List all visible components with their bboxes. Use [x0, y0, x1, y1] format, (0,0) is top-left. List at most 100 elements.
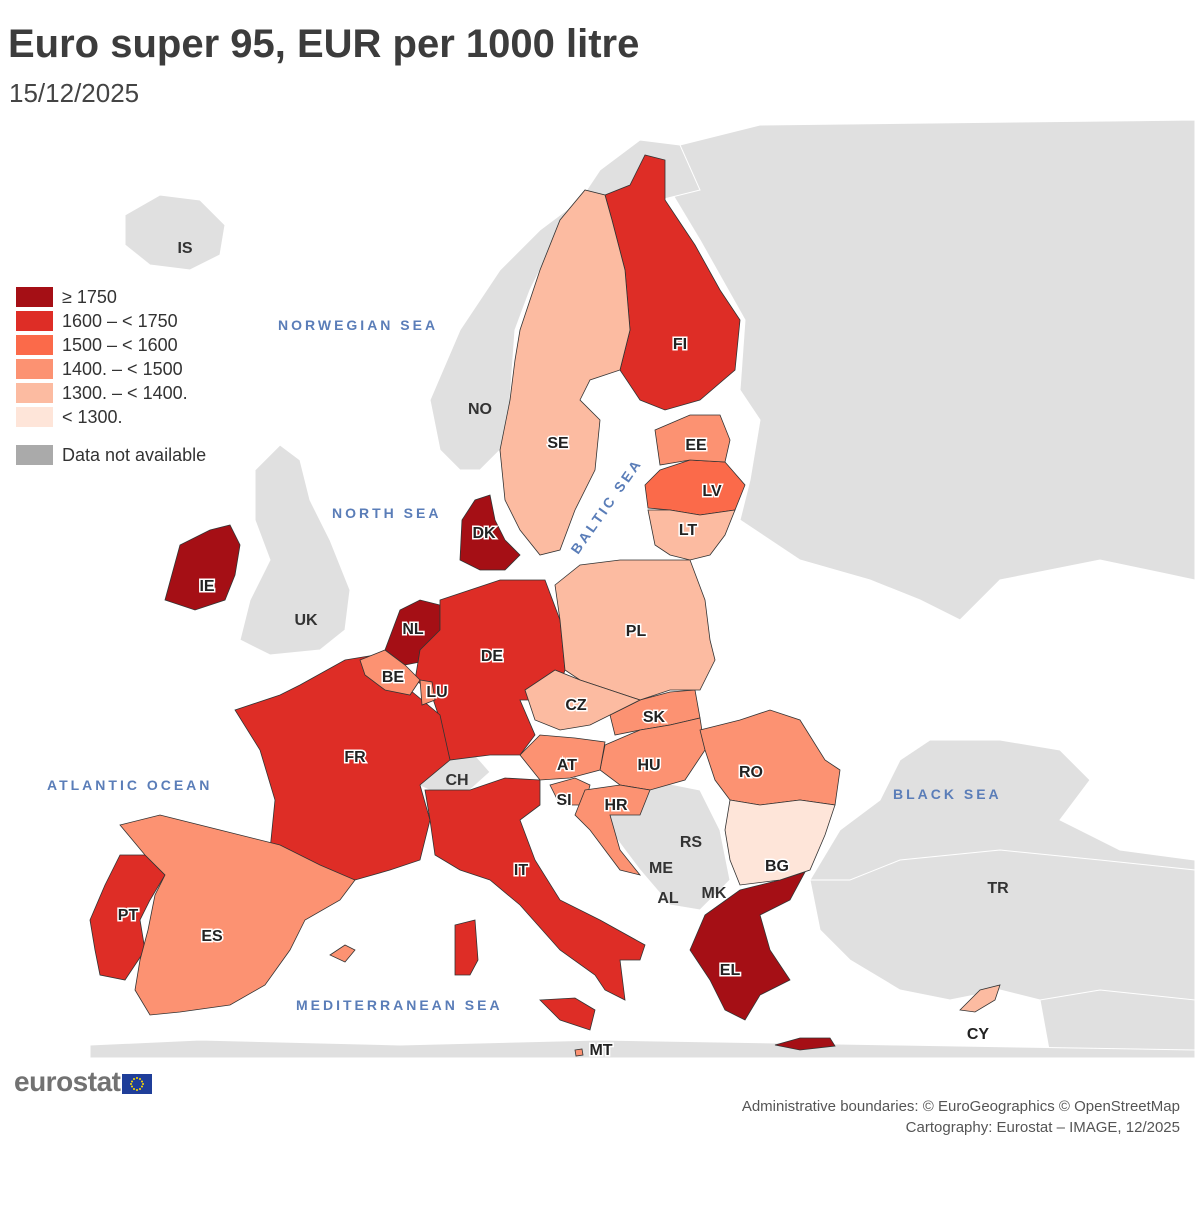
iceland-land — [124, 194, 226, 271]
label-uk: UK — [294, 612, 318, 629]
label-pt: PT — [118, 907, 139, 924]
legend-item-na: Data not available — [16, 443, 206, 467]
label-me: ME — [649, 860, 673, 877]
country-dk — [459, 494, 521, 571]
non-eu-country-labels: IS NO UK CH RS ME AL MK TR — [177, 240, 1009, 907]
label-tr: TR — [987, 880, 1009, 897]
country-bg — [724, 799, 836, 886]
country-at — [519, 734, 606, 781]
legend-swatch — [16, 359, 53, 379]
credits: Administrative boundaries: © EuroGeograp… — [742, 1096, 1180, 1138]
legend-item: < 1300. — [16, 405, 206, 429]
country-hr — [574, 784, 651, 876]
sea-label-mediterranean: MEDITERRANEAN SEA — [296, 997, 503, 1013]
sea-label-atlantic: ATLANTIC OCEAN — [47, 777, 212, 793]
label-hr: HR — [604, 797, 628, 814]
legend-item: 1400. – < 1500 — [16, 357, 206, 381]
country-el — [689, 871, 806, 1021]
country-se — [499, 189, 631, 556]
label-it: IT — [514, 862, 528, 879]
legend-item: 1500 – < 1600 — [16, 333, 206, 357]
background-land — [89, 119, 1196, 1058]
label-es: ES — [201, 928, 223, 945]
label-se: SE — [547, 435, 569, 452]
map-legend: ≥ 1750 1600 – < 1750 1500 – < 1600 1400.… — [16, 285, 206, 467]
label-el: EL — [720, 962, 741, 979]
label-cz: CZ — [565, 697, 587, 714]
legend-label: 1300. – < 1400. — [62, 382, 188, 403]
label-mt: MT — [589, 1042, 612, 1058]
country-el-crete — [774, 1037, 836, 1051]
country-cz — [524, 669, 642, 731]
legend-label: ≥ 1750 — [62, 286, 117, 307]
legend-swatch — [16, 311, 53, 331]
turkey-land — [809, 849, 1196, 1001]
country-hu — [599, 717, 706, 791]
legend-item: 1300. – < 1400. — [16, 381, 206, 405]
legend-swatch — [16, 287, 53, 307]
label-at: AT — [557, 757, 577, 774]
country-pt — [89, 854, 166, 981]
label-be: BE — [382, 669, 405, 686]
label-cy: CY — [967, 1026, 990, 1043]
sea-label-norwegian: NORWEGIAN SEA — [278, 317, 438, 333]
label-no: NO — [468, 401, 492, 418]
sea-label-black: BLACK SEA — [893, 786, 1002, 802]
label-hu: HU — [637, 757, 660, 774]
country-es — [119, 814, 356, 1016]
country-it — [424, 777, 646, 1001]
legend-swatch-na — [16, 445, 53, 465]
label-nl: NL — [402, 621, 424, 638]
legend-label-na: Data not available — [62, 444, 207, 465]
country-cy — [959, 984, 1001, 1013]
north-africa-land — [89, 1039, 1196, 1058]
label-rs: RS — [680, 834, 703, 851]
legend-label: 1500 – < 1600 — [62, 334, 178, 355]
map-title: Euro super 95, EUR per 1000 litre — [8, 22, 640, 66]
label-mk: MK — [702, 885, 727, 902]
map-date: 15/12/2025 — [9, 78, 140, 108]
country-de — [414, 579, 566, 761]
country-be — [359, 649, 421, 696]
legend-label: 1400. – < 1500 — [62, 358, 183, 379]
label-de: DE — [481, 648, 504, 665]
label-dk: DK — [472, 525, 496, 542]
country-lu — [419, 679, 436, 706]
eu-country-labels: FI SE EE LV LT DK IE NL DE PL BE LU CZ S… — [116, 335, 991, 1059]
country-lv — [644, 459, 746, 516]
label-fi: FI — [673, 336, 687, 353]
label-lt: LT — [679, 522, 698, 539]
country-ro — [699, 709, 841, 806]
eu-countries — [89, 154, 1001, 1057]
credits-cartography: Cartography: Eurostat – IMAGE, 12/2025 — [905, 1119, 1180, 1136]
label-pl: PL — [626, 623, 647, 640]
label-lv: LV — [702, 483, 722, 500]
label-ie: IE — [199, 578, 214, 595]
legend-label: 1600 – < 1750 — [62, 310, 178, 331]
europe-map: NORWEGIAN SEA NORTH SEA BALTIC SEA ATLAN… — [47, 119, 1196, 1059]
legend-item: 1600 – < 1750 — [16, 309, 206, 333]
logo-text: eurostat — [14, 1066, 121, 1097]
legend-swatch — [16, 383, 53, 403]
legend-swatch — [16, 335, 53, 355]
country-lt — [647, 509, 736, 561]
label-ee: EE — [685, 437, 707, 454]
sea-label-north: NORTH SEA — [332, 505, 441, 521]
country-es-balearic — [329, 944, 356, 963]
legend-item: ≥ 1750 — [16, 285, 206, 309]
label-si: SI — [556, 792, 571, 809]
label-ch: CH — [445, 772, 468, 789]
country-ee — [654, 414, 731, 466]
country-mt — [574, 1048, 584, 1057]
label-is: IS — [177, 240, 192, 257]
credits-boundaries: Administrative boundaries: © EuroGeograp… — [741, 1098, 1180, 1115]
country-it-sicily — [539, 997, 596, 1031]
legend-swatch — [16, 407, 53, 427]
label-lu: LU — [426, 684, 447, 701]
label-ro: RO — [739, 764, 763, 781]
label-al: AL — [657, 890, 679, 907]
label-sk: SK — [643, 709, 666, 726]
eu-flag-icon — [122, 1074, 153, 1094]
label-bg: BG — [765, 858, 789, 875]
eurostat-logo: eurostat — [14, 1066, 153, 1098]
